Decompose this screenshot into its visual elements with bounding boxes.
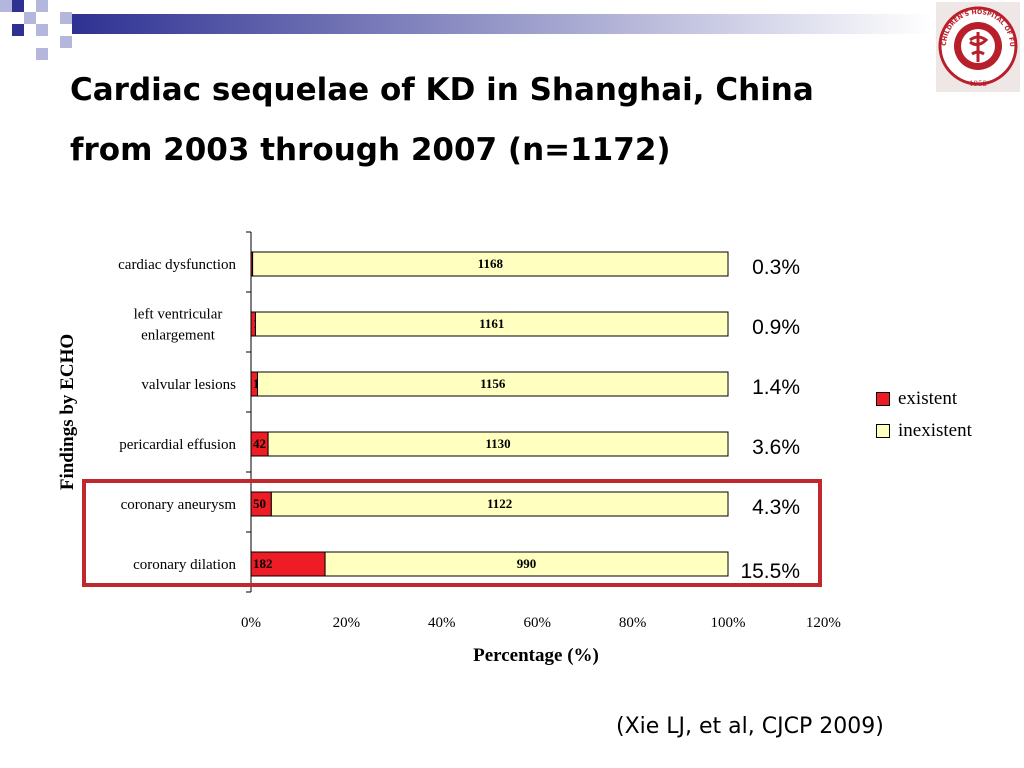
bar-data-label: 990 xyxy=(517,556,537,571)
x-tick-label: 120% xyxy=(806,615,841,631)
deco-square xyxy=(0,0,12,12)
x-tick-label: 100% xyxy=(711,615,746,631)
percent-label: 1.4% xyxy=(752,376,800,399)
x-tick-label: 40% xyxy=(428,615,456,631)
slide-title-line-2: from 2003 through 2007 (n=1172) xyxy=(70,132,671,168)
bar-segment-inexistent xyxy=(324,551,729,577)
bar-data-label: 1161 xyxy=(479,316,504,331)
y-axis-title: Findings by ECHO xyxy=(57,334,78,490)
deco-square xyxy=(24,12,36,24)
legend-swatch-inexistent xyxy=(876,424,890,438)
legend-item-existent: existent xyxy=(876,388,957,410)
bar-segment-inexistent xyxy=(267,431,729,457)
deco-square xyxy=(60,36,72,48)
x-tick-label: 80% xyxy=(619,615,647,631)
bar-segment-inexistent xyxy=(257,371,729,397)
category-label: pericardial effusion xyxy=(119,437,236,453)
bar-data-label: 50 xyxy=(253,496,266,511)
bar-data-label: 182 xyxy=(253,556,273,571)
category-label: enlargement xyxy=(141,328,216,344)
citation: (Xie LJ, et al, CJCP 2009) xyxy=(616,714,884,739)
slide-title-line-1: Cardiac sequelae of KD in Shanghai, Chin… xyxy=(70,72,814,108)
x-tick-label: 0% xyxy=(241,615,261,631)
legend-label-inexistent: inexistent xyxy=(898,420,972,441)
bar-data-label: 1156 xyxy=(480,376,506,391)
x-tick-label: 60% xyxy=(523,615,551,631)
deco-square xyxy=(12,0,24,12)
x-axis-title: Percentage (%) xyxy=(473,645,599,666)
highlight-box xyxy=(82,479,822,587)
deco-square xyxy=(12,24,24,36)
deco-square xyxy=(36,48,48,60)
logo-year: 1952 xyxy=(969,80,987,88)
bar-segment-existent xyxy=(250,551,326,577)
legend-swatch-existent xyxy=(876,392,890,406)
slide-corner-decoration xyxy=(0,0,932,60)
category-label: left ventricular xyxy=(134,307,223,323)
category-label: cardiac dysfunction xyxy=(118,257,236,273)
bar-data-label: 1122 xyxy=(487,496,512,511)
bar-data-label: 42 xyxy=(253,436,266,451)
percent-label: 3.6% xyxy=(752,436,800,459)
deco-square xyxy=(60,12,72,24)
deco-square xyxy=(36,24,48,36)
bar-data-label: 1168 xyxy=(478,256,504,271)
deco-square xyxy=(36,0,48,12)
percent-label: 15.5% xyxy=(740,560,800,583)
bar-segment-inexistent xyxy=(252,251,729,277)
legend-item-inexistent: inexistent xyxy=(876,420,972,442)
bar-segment-inexistent xyxy=(270,491,729,517)
percent-label: 4.3% xyxy=(752,496,800,519)
x-tick-label: 20% xyxy=(333,615,361,631)
category-label: coronary dilation xyxy=(133,557,236,573)
percent-label: 0.9% xyxy=(752,316,800,339)
hospital-logo: 1952 CHILDREN'S HOSPITAL OF FUDAN UNIVER… xyxy=(936,2,1020,92)
bar-segment-inexistent xyxy=(254,311,729,337)
legend-label-existent: existent xyxy=(898,388,958,409)
category-label: valvular lesions xyxy=(141,377,236,393)
deco-gradient-bar xyxy=(72,14,932,34)
percent-label: 0.3% xyxy=(752,256,800,279)
category-label: coronary aneurysm xyxy=(121,497,237,513)
bar-data-label: 1130 xyxy=(485,436,510,451)
